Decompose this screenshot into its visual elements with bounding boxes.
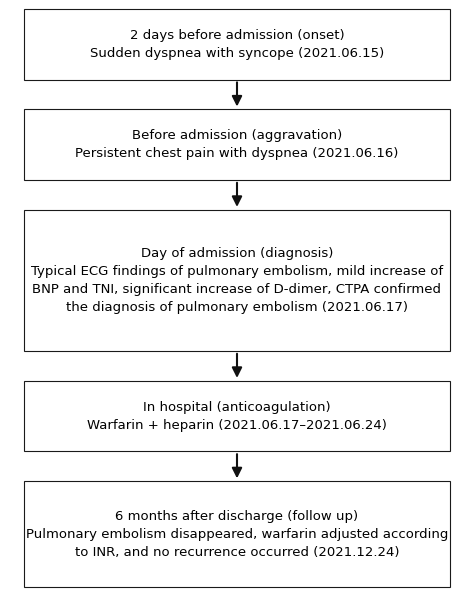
Text: 6 months after discharge (follow up)
Pulmonary embolism disappeared, warfarin ad: 6 months after discharge (follow up) Pul… xyxy=(26,510,448,558)
Text: Before admission (aggravation)
Persistent chest pain with dyspnea (2021.06.16): Before admission (aggravation) Persisten… xyxy=(75,129,399,160)
Text: 2 days before admission (onset)
Sudden dyspnea with syncope (2021.06.15): 2 days before admission (onset) Sudden d… xyxy=(90,29,384,60)
FancyBboxPatch shape xyxy=(24,109,450,180)
FancyBboxPatch shape xyxy=(24,381,450,451)
FancyBboxPatch shape xyxy=(24,9,450,79)
FancyBboxPatch shape xyxy=(24,481,450,587)
Text: In hospital (anticoagulation)
Warfarin + heparin (2021.06.17–2021.06.24): In hospital (anticoagulation) Warfarin +… xyxy=(87,401,387,432)
Text: Day of admission (diagnosis)
Typical ECG findings of pulmonary embolism, mild in: Day of admission (diagnosis) Typical ECG… xyxy=(31,247,443,314)
FancyBboxPatch shape xyxy=(24,210,450,351)
